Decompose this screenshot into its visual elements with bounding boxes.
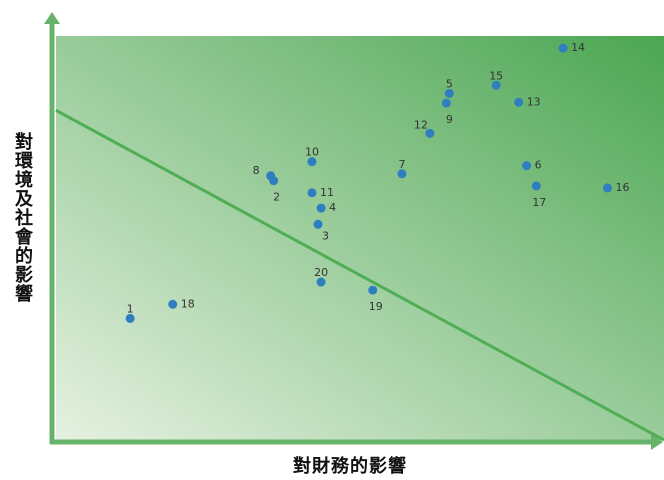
data-label-17: 17 xyxy=(532,196,546,209)
threshold-line xyxy=(55,109,664,442)
data-point-12 xyxy=(425,128,435,138)
data-point-10 xyxy=(307,157,317,167)
data-point-19 xyxy=(368,285,378,295)
data-label-1: 1 xyxy=(127,302,134,315)
data-label-16: 16 xyxy=(615,181,629,194)
data-point-16 xyxy=(602,183,612,193)
data-label-4: 4 xyxy=(329,201,336,214)
data-label-18: 18 xyxy=(181,297,195,310)
data-point-7 xyxy=(397,169,407,179)
data-point-6 xyxy=(522,161,532,171)
plot-area xyxy=(56,36,664,440)
data-point-8 xyxy=(266,171,276,181)
data-point-1 xyxy=(125,313,135,323)
data-label-20: 20 xyxy=(314,266,328,279)
data-point-3 xyxy=(313,219,323,229)
data-label-6: 6 xyxy=(535,159,542,172)
data-label-3: 3 xyxy=(322,229,329,242)
data-label-2: 2 xyxy=(273,191,280,204)
data-label-9: 9 xyxy=(446,113,453,126)
data-label-8: 8 xyxy=(253,164,260,177)
data-point-5 xyxy=(444,88,454,98)
y-axis-label: 對環境及社會的影響 xyxy=(12,132,33,303)
data-label-14: 14 xyxy=(571,41,585,54)
data-label-13: 13 xyxy=(527,95,541,108)
data-label-15: 15 xyxy=(489,69,503,82)
data-point-17 xyxy=(531,181,541,191)
x-axis-label: 對財務的影響 xyxy=(293,456,407,477)
x-axis-arrow-icon xyxy=(651,434,663,450)
data-label-11: 11 xyxy=(320,186,334,199)
data-point-14 xyxy=(558,43,568,53)
data-point-11 xyxy=(307,188,317,198)
data-point-15 xyxy=(491,80,501,90)
data-label-12: 12 xyxy=(414,118,428,131)
data-point-9 xyxy=(441,98,451,108)
data-label-19: 19 xyxy=(369,300,383,313)
data-label-10: 10 xyxy=(305,146,319,159)
data-point-18 xyxy=(168,299,178,309)
data-label-7: 7 xyxy=(398,158,405,171)
data-label-5: 5 xyxy=(446,77,453,90)
data-point-13 xyxy=(514,97,524,107)
data-point-20 xyxy=(316,277,326,287)
data-point-4 xyxy=(316,203,326,213)
y-axis-arrow-icon xyxy=(44,12,60,24)
